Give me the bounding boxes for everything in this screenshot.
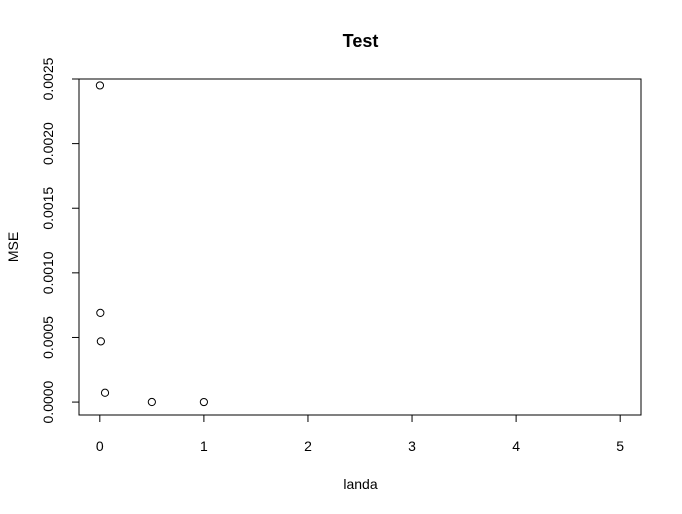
y-tick-label: 0.0010	[40, 251, 56, 294]
data-point	[147, 397, 156, 407]
y-axis-label: MSE	[5, 232, 21, 262]
data-point	[100, 388, 110, 397]
x-tick-label: 5	[616, 438, 624, 454]
data-point	[95, 81, 105, 90]
y-tick-label: 0.0005	[40, 316, 56, 359]
data-points	[95, 81, 208, 407]
data-point	[96, 337, 105, 346]
y-tick-label: 0.0020	[40, 122, 56, 165]
chart-title: Test	[343, 31, 379, 51]
data-point	[96, 308, 105, 318]
data-point	[199, 397, 208, 407]
plot-frame	[78, 78, 642, 416]
x-tick-label: 2	[304, 438, 312, 454]
y-axis: 0.0000 0.0005 0.0010 0.0015 0.0020 0.0025	[40, 57, 80, 423]
x-tick-label: 0	[96, 438, 104, 454]
x-tick-label: 3	[408, 438, 416, 454]
x-axis: 0 1 2 3 4 5	[96, 414, 624, 454]
y-tick-label: 0.0015	[40, 187, 56, 230]
x-tick-label: 4	[512, 438, 520, 454]
x-axis-label: landa	[343, 476, 377, 492]
x-tick-label: 1	[200, 438, 208, 454]
y-tick-label: 0.0000	[40, 380, 56, 423]
y-tick-label: 0.0025	[40, 57, 56, 100]
